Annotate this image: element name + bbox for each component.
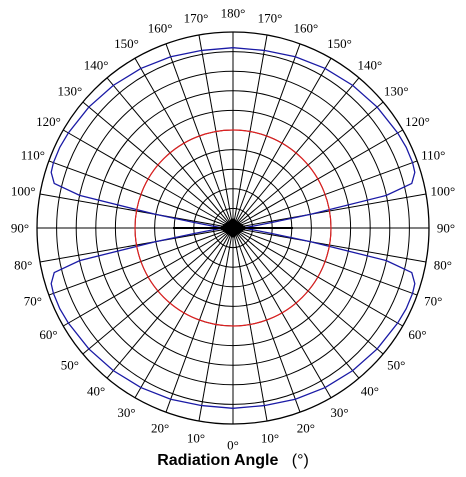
angle-tick-label: 170°: [258, 11, 283, 26]
angle-tick-label: 20°: [151, 421, 169, 436]
angle-tick-label: 100°: [430, 184, 455, 199]
angle-tick-label: 20°: [297, 421, 315, 436]
angle-tick-label: 150°: [114, 36, 139, 51]
angle-tick-label: 60°: [39, 327, 57, 342]
angle-tick-label: 90°: [437, 221, 455, 236]
angle-tick-label: 150°: [327, 36, 352, 51]
x-axis-label: Radiation Angle: [157, 452, 279, 469]
series-line-1: [50, 47, 416, 409]
polar-chart: 0°10° 10°20° 20°30° 30°40° 40°50° 50°60° 60°70…: [11, 6, 455, 451]
angle-tick-label: 90°: [11, 221, 29, 236]
series-line-2: [134, 129, 332, 327]
series-layer: [50, 47, 416, 409]
angle-tick-label: 120°: [36, 114, 61, 129]
axis-caption: Radiation Angle (°): [0, 452, 466, 470]
angle-tick-label: 10°: [261, 430, 279, 445]
angle-tick-label: 160°: [294, 20, 319, 35]
angle-tick-label: 0°: [227, 438, 239, 451]
angle-tick-label: 80°: [14, 258, 32, 273]
center-axis-thick: [173, 227, 293, 229]
angle-tick-label: 120°: [405, 114, 430, 129]
angle-tick-label: 170°: [184, 11, 209, 26]
angle-tick-label: 140°: [84, 57, 109, 72]
angle-tick-label: 160°: [148, 20, 173, 35]
x-axis-unit: (°): [291, 452, 309, 469]
angle-tick-label: 140°: [358, 57, 383, 72]
angle-tick-label: 50°: [387, 357, 405, 372]
angle-tick-label: 30°: [330, 405, 348, 420]
angle-tick-label: 50°: [61, 357, 79, 372]
angle-tick-label: 180°: [221, 6, 246, 21]
angle-tick-labels: 0°10° 10°20° 20°30° 30°40° 40°50° 50°60° 60°70…: [11, 6, 455, 451]
angle-tick-label: 70°: [24, 293, 42, 308]
angle-tick-label: 110°: [421, 148, 445, 163]
angle-tick-label: 130°: [384, 84, 409, 99]
angle-tick-label: 100°: [11, 184, 36, 199]
angle-tick-label: 80°: [434, 258, 452, 273]
angle-tick-label: 40°: [87, 384, 105, 399]
angle-tick-label: 30°: [117, 405, 135, 420]
angle-tick-label: 60°: [408, 327, 426, 342]
angle-tick-label: 70°: [424, 293, 442, 308]
angle-tick-label: 130°: [57, 84, 82, 99]
angle-tick-label: 40°: [361, 384, 379, 399]
angle-tick-label: 110°: [21, 148, 45, 163]
angle-tick-label: 10°: [187, 430, 205, 445]
center-marker-layer: [173, 218, 293, 238]
